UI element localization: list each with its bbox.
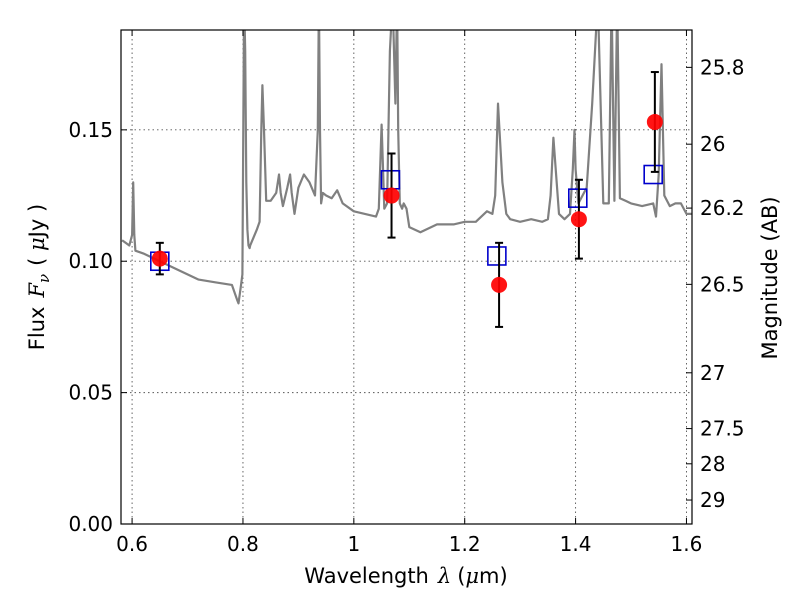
y-tick-label: 0.10 <box>68 249 113 273</box>
observed-flux-point <box>491 276 508 293</box>
y2-tick-label: 26.2 <box>700 196 745 220</box>
y-tick-label: 0.05 <box>68 381 113 405</box>
y-axis-label-unit-pre: ( <box>25 251 49 266</box>
observed-flux-point <box>151 250 168 267</box>
x-tick-label: 0.6 <box>116 532 148 556</box>
tick-layer: 0.6 0.8 1 1.2 1.4 1.6 0.00 0.05 0.10 0.15 25.8 26 26… <box>68 30 745 556</box>
model-flux-point <box>643 164 663 185</box>
observed-flux-point <box>570 211 587 228</box>
y2-tick-label: 29 <box>700 488 725 512</box>
x-tick-label: 1.4 <box>560 532 592 556</box>
y-tick-label: 0.15 <box>68 118 113 142</box>
x-axis-label-symbol: λ <box>437 564 451 588</box>
x-axis-label-unit-post: m) <box>479 564 508 588</box>
y2-tick-label: 27.5 <box>700 417 745 441</box>
y-axis-label-unit-mu: μ <box>25 237 49 251</box>
y-tick-label: 0.00 <box>68 512 113 536</box>
observed-flux-point <box>646 113 663 130</box>
y2-tick-label: 26.5 <box>700 272 745 296</box>
y2-tick-label: 27 <box>700 361 725 385</box>
plot-frame <box>120 29 693 525</box>
series-layer <box>121 30 692 328</box>
x-tick-label: 1.2 <box>449 532 481 556</box>
plot-background <box>121 30 692 524</box>
x-tick-label: 1.6 <box>671 532 703 556</box>
x-tick-label: 0.8 <box>227 532 259 556</box>
x-axis-label: Wavelength λ (μm) <box>304 564 507 588</box>
y2-tick-label: 28 <box>700 452 725 476</box>
y-axis-label: Flux Fν ( μJy ) <box>25 204 53 350</box>
y-axis-label-text: Flux <box>25 307 49 351</box>
x-tick-label: 1 <box>347 532 360 556</box>
y2-tick-label: 26 <box>700 132 725 156</box>
y2-tick-label: 25.8 <box>700 55 745 79</box>
model-flux-point <box>567 188 588 208</box>
x-axis-label-unit-mu: μ <box>465 564 479 588</box>
template-spectrum-line <box>121 30 692 305</box>
y-axis-label-unit-post: Jy ) <box>25 204 49 240</box>
x-axis-label-text: Wavelength <box>304 564 429 588</box>
y-axis-label-subscript: ν <box>35 274 53 283</box>
model-flux-point <box>487 246 507 266</box>
y2-axis-label: Magnitude (AB) <box>758 196 782 359</box>
y-axis-label-symbol: F <box>25 282 49 299</box>
x-axis-label-unit-pre: ( <box>457 564 465 588</box>
observed-flux-point <box>383 187 400 204</box>
